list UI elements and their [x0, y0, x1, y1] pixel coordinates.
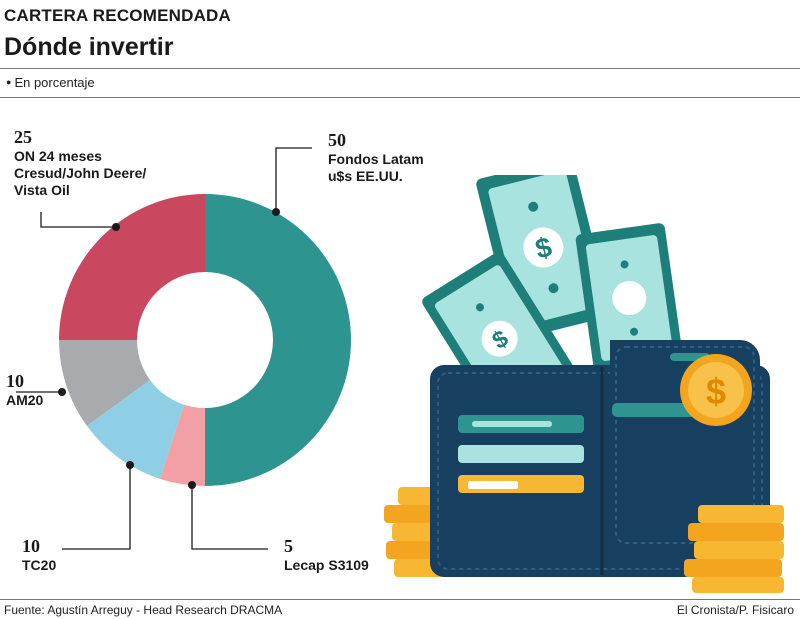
leader-line [62, 465, 131, 550]
slice-value-label: 10 [6, 371, 24, 391]
leader-line [275, 147, 312, 212]
leader-dot [272, 208, 280, 216]
slice-name-label: TC20 [22, 557, 56, 573]
slice-value-label: 5 [284, 536, 293, 556]
unit-note-text: En porcentaje [14, 75, 95, 90]
slice-name-label: Vista Oil [14, 182, 70, 198]
leader-dot [58, 388, 66, 396]
footer-divider [0, 599, 800, 600]
header-divider [0, 68, 800, 69]
coin-stack-right-icon [684, 505, 784, 593]
slice-value-label: 25 [14, 127, 32, 147]
unit-divider [0, 97, 800, 98]
slice-name-label: Lecap S3109 [284, 557, 369, 573]
leader-dot [188, 481, 196, 489]
unit-note: ● En porcentaje [6, 75, 95, 90]
wallet-illustration: $ $ [384, 175, 784, 593]
pie-slice [205, 194, 351, 486]
slice-name-label: AM20 [6, 392, 44, 408]
slice-name-label: u$s EE.UU. [328, 168, 403, 184]
leader-lines [16, 147, 312, 550]
bullet-icon: ● [6, 77, 12, 87]
dollar-bill-right-icon [575, 223, 683, 373]
leader-dot [112, 223, 120, 231]
source-note: Fuente: Agustín Arreguy - Head Research … [4, 603, 283, 617]
donut-hole [137, 272, 273, 408]
chart-title: Dónde invertir [4, 33, 174, 61]
slice-name-label: Fondos Latam [328, 151, 424, 167]
leader-line [40, 212, 116, 228]
leader-dot [126, 461, 134, 469]
chart-kicker: CARTERA RECOMENDADA [4, 6, 231, 25]
gold-coin-icon: $ [680, 354, 752, 426]
slice-value-label: 50 [328, 130, 346, 150]
slice-name-label: Cresud/John Deere/ [14, 165, 146, 181]
slice-name-label: ON 24 meses [14, 148, 102, 164]
svg-text:$: $ [706, 371, 726, 412]
slice-value-label: 10 [22, 536, 40, 556]
leader-line [191, 485, 268, 550]
credit-note: El Cronista/P. Fisicaro [676, 603, 794, 617]
